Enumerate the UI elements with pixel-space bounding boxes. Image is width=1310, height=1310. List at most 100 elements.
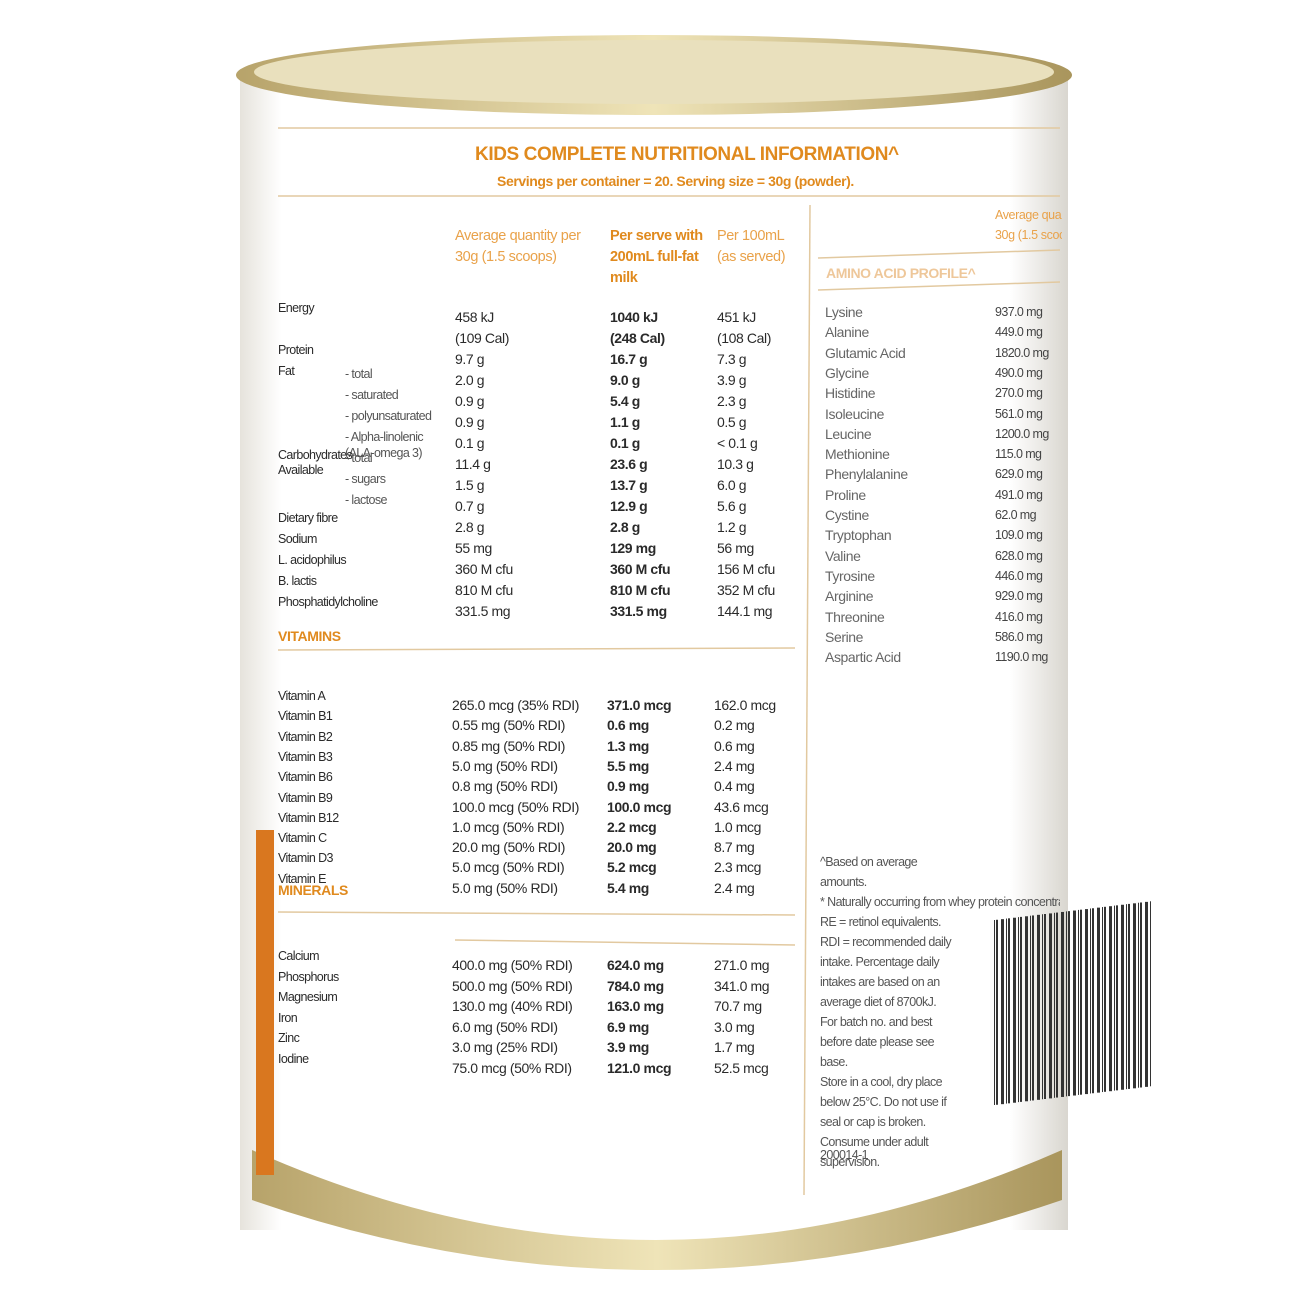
- section-heading: AMINO ACID PROFILE^: [826, 265, 976, 281]
- amino-value: 416.0 mg: [995, 609, 1043, 624]
- amino-name: Methionine: [825, 446, 890, 463]
- amino-name: Isoleucine: [825, 405, 885, 422]
- value-cell: 331.5 mg: [455, 603, 511, 619]
- value-cell: 8.7 mg: [714, 839, 755, 856]
- value-cell: 2.3 g: [717, 393, 747, 409]
- row-label: Vitamin E: [278, 871, 326, 886]
- barcode-bar: [1080, 909, 1082, 1095]
- barcode-bar: [1092, 908, 1094, 1094]
- value-cell: 0.9 g: [455, 393, 485, 409]
- barcode: [994, 901, 1151, 1105]
- row-label: Zinc: [278, 1031, 300, 1045]
- divider: [277, 647, 796, 651]
- value-cell: 5.0 mg (50% RDI): [452, 757, 558, 774]
- value-cell: 20.0 mg (50% RDI): [452, 839, 566, 856]
- barcode-bar: [1008, 918, 1010, 1104]
- barcode-bar: [1140, 902, 1142, 1088]
- amino-value: 1820.0 mg: [995, 345, 1049, 360]
- barcode-bar: [1013, 917, 1016, 1103]
- barcode-bar: [1073, 910, 1076, 1096]
- value-cell: 451 kJ: [717, 309, 756, 325]
- amino-value: 109.0 mg: [995, 528, 1043, 543]
- value-cell: 11.4 g: [455, 456, 491, 472]
- divider: [277, 911, 796, 916]
- value-cell: 1040 kJ: [610, 309, 658, 325]
- barcode-bar: [1006, 918, 1007, 1104]
- column-header: Per 100mL (as served): [717, 228, 786, 265]
- amino-name: Aspartic Acid: [825, 649, 901, 666]
- amino-name: Valine: [825, 547, 861, 564]
- value-cell: 121.0 mcg: [607, 1059, 672, 1076]
- footnote: For batch no. and best before date pleas…: [820, 1015, 935, 1069]
- row-label: Iron: [278, 1010, 298, 1025]
- barcode-bar: [1025, 916, 1028, 1102]
- value-cell: 784.0 mg: [607, 977, 664, 994]
- amino-value: 491.0 mg: [995, 487, 1043, 502]
- amino-name: Tyrosine: [825, 567, 875, 584]
- footnote: Consume under adult supervision.: [820, 1135, 929, 1169]
- value-cell: 0.9 mg: [607, 778, 649, 795]
- value-cell: 2.3 mcg: [714, 859, 761, 876]
- value-cell: 129 mg: [610, 540, 656, 556]
- barcode-bar: [1126, 904, 1127, 1090]
- value-cell: 5.4 g: [610, 393, 640, 409]
- row-sublabel: - total: [345, 451, 373, 465]
- value-cell: 0.6 mg: [714, 737, 755, 754]
- row-sublabel: - total: [345, 367, 373, 381]
- amino-name: Threonine: [825, 608, 885, 625]
- amino-value: 1200.0 mg: [995, 426, 1049, 441]
- value-cell: 458 kJ: [455, 309, 494, 325]
- barcode-bar: [1018, 917, 1019, 1103]
- value-cell: 5.0 mcg (50% RDI): [452, 859, 565, 876]
- amino-value: 929.0 mg: [995, 589, 1043, 604]
- barcode-bar: [1150, 901, 1151, 1087]
- value-cell: 2.8 g: [455, 519, 485, 535]
- value-cell: 23.6 g: [610, 456, 648, 472]
- value-cell: 3.9 mg: [607, 1039, 649, 1055]
- value-cell: 2.8 g: [610, 519, 640, 535]
- value-cell: 1.7 mg: [714, 1039, 755, 1055]
- barcode-bar: [1001, 919, 1004, 1105]
- barcode-bar: [1128, 903, 1130, 1089]
- lid: [254, 40, 1054, 104]
- row-label: Vitamin B2: [278, 729, 333, 744]
- column-header: Average quantity per 30g (1.5 scoops): [455, 228, 581, 265]
- title: KIDS COMPLETE NUTRITIONAL INFORMATION^: [475, 144, 899, 165]
- amino-value: 115.0 mg: [995, 447, 1042, 462]
- value-cell: 0.1 g: [610, 435, 640, 451]
- value-cell: 810 M cfu: [610, 582, 671, 598]
- barcode-bar: [1030, 915, 1031, 1101]
- barcode-bar: [1102, 907, 1103, 1093]
- barcode-bar: [1116, 905, 1118, 1091]
- value-cell: 0.4 mg: [714, 778, 755, 795]
- value-cell: (248 Cal): [610, 330, 665, 346]
- barcode-bar: [1104, 906, 1106, 1092]
- row-label: Phosphorus: [278, 969, 339, 984]
- row-label: Vitamin B12: [278, 810, 339, 825]
- amino-value: 561.0 mg: [995, 406, 1043, 421]
- value-cell: 5.6 g: [717, 498, 747, 514]
- value-cell: 70.7 mg: [714, 998, 762, 1014]
- amino-value: 1190.0 mg: [995, 650, 1048, 665]
- amino-value: 62.0 mg: [995, 508, 1037, 522]
- value-cell: < 0.1 g: [717, 435, 758, 451]
- value-cell: 371.0 mcg: [607, 697, 672, 713]
- barcode-bar: [1133, 903, 1136, 1089]
- value-cell: 144.1 mg: [717, 603, 773, 619]
- row-label: Vitamin B9: [278, 790, 333, 805]
- value-cell: 162.0 mcg: [714, 697, 776, 713]
- row-label: Fat: [278, 364, 295, 378]
- value-cell: 0.6 mg: [607, 717, 649, 734]
- value-cell: 9.0 g: [610, 372, 640, 388]
- row-label: Vitamin B6: [278, 770, 333, 785]
- row-label: Protein: [278, 343, 314, 357]
- value-cell: 3.9 g: [717, 372, 747, 388]
- clip: Average quantity per 30g (1.5 scoops): [990, 200, 1062, 245]
- barcode-bar: [1042, 914, 1043, 1100]
- value-cell: 624.0 mg: [607, 957, 664, 973]
- row-label: Vitamin B3: [278, 749, 333, 764]
- footnote: * Naturally occurring from whey protein …: [820, 895, 1060, 909]
- value-cell: 12.9 g: [610, 498, 648, 514]
- value-cell: 5.0 mg (50% RDI): [452, 879, 558, 896]
- amino-value: 937.0 mg: [995, 305, 1043, 319]
